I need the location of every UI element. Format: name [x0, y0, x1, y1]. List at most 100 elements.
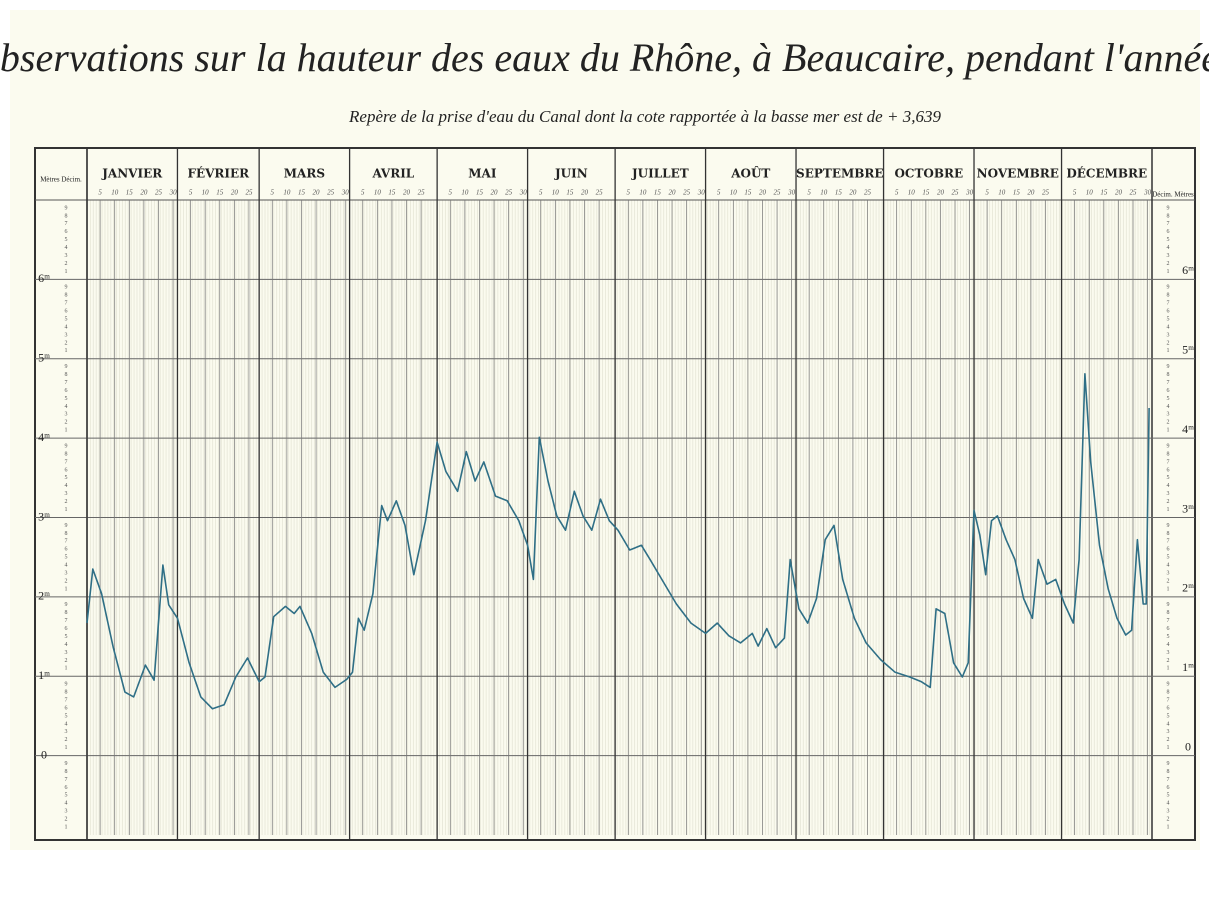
- decimetre-label: 5: [65, 475, 68, 481]
- decimetre-label: 3: [65, 570, 68, 576]
- decimetre-label-right: 7: [1167, 777, 1170, 783]
- decimetre-label-right: 1: [1167, 428, 1170, 434]
- decimetre-label-right: 8: [1167, 451, 1170, 457]
- decimetre-label: 7: [65, 221, 68, 227]
- decimetre-label: 3: [65, 491, 68, 497]
- decimetre-label: 3: [65, 412, 68, 418]
- month-label: JUILLET: [631, 167, 689, 181]
- decimetre-label: 4: [65, 483, 68, 489]
- decimetre-label-right: 4: [1167, 721, 1170, 727]
- y-tick-label: 0: [41, 747, 47, 761]
- day-label: 15: [835, 189, 843, 197]
- day-label: 15: [922, 189, 930, 197]
- decimetre-label-right: 3: [1167, 253, 1170, 259]
- decimetre-label-right: 3: [1167, 809, 1170, 815]
- day-label: 10: [1086, 189, 1094, 197]
- day-label: 10: [111, 189, 119, 197]
- left-header: Mètres Décim.: [40, 176, 82, 184]
- decimetre-label-right: 1: [1167, 824, 1170, 830]
- day-label: 5: [807, 189, 811, 197]
- decimetre-label: 2: [65, 737, 68, 743]
- decimetre-label: 8: [65, 690, 68, 696]
- day-label: 25: [418, 189, 426, 197]
- decimetre-label-right: 4: [1167, 404, 1170, 410]
- y-tick-label-right: 3ᵐ: [1182, 501, 1194, 515]
- day-label: 25: [327, 189, 335, 197]
- decimetre-label: 9: [65, 443, 68, 449]
- day-label: 15: [216, 189, 224, 197]
- decimetre-label: 4: [65, 563, 68, 569]
- day-label: 20: [1115, 189, 1123, 197]
- day-label: 10: [639, 189, 647, 197]
- decimetre-label: 8: [65, 213, 68, 219]
- decimetre-label-right: 8: [1167, 610, 1170, 616]
- day-label: 15: [126, 189, 134, 197]
- decimetre-label-right: 9: [1167, 443, 1170, 449]
- day-label: 15: [654, 189, 662, 197]
- day-label: 25: [155, 189, 163, 197]
- decimetre-label-right: 3: [1167, 729, 1170, 735]
- decimetre-label-right: 8: [1167, 769, 1170, 775]
- decimetre-label-right: 8: [1167, 213, 1170, 219]
- y-tick-label-right: 1ᵐ: [1182, 660, 1194, 674]
- day-label: 25: [1042, 189, 1050, 197]
- decimetre-label: 9: [65, 761, 68, 767]
- day-label: 25: [683, 189, 691, 197]
- decimetre-label-right: 7: [1167, 221, 1170, 227]
- month-label: JANVIER: [101, 167, 163, 181]
- decimetre-label-right: 6: [1167, 388, 1170, 394]
- decimetre-label-right: 6: [1167, 467, 1170, 473]
- decimetre-label-right: 5: [1167, 793, 1170, 799]
- decimetre-label: 8: [65, 531, 68, 537]
- decimetre-label-right: 9: [1167, 205, 1170, 211]
- decimetre-label: 9: [65, 285, 68, 291]
- day-label: 5: [189, 189, 193, 197]
- decimetre-label-right: 8: [1167, 690, 1170, 696]
- day-label: 15: [566, 189, 574, 197]
- decimetre-label: 1: [65, 348, 68, 354]
- decimetre-label-right: 9: [1167, 761, 1170, 767]
- day-label: 10: [998, 189, 1006, 197]
- day-label: 5: [449, 189, 453, 197]
- decimetre-label-right: 9: [1167, 285, 1170, 291]
- decimetre-label: 6: [65, 626, 68, 632]
- decimetre-label: 7: [65, 380, 68, 386]
- day-label: 5: [98, 189, 102, 197]
- y-tick-label-right: 2ᵐ: [1182, 581, 1194, 595]
- day-label: 30: [341, 189, 350, 197]
- decimetre-label-right: 2: [1167, 737, 1170, 743]
- day-label: 20: [403, 189, 411, 197]
- y-tick-label-right: 6ᵐ: [1182, 263, 1194, 277]
- day-label: 5: [627, 189, 631, 197]
- decimetre-label: 1: [65, 666, 68, 672]
- decimetre-label-right: 8: [1167, 372, 1170, 378]
- decimetre-label-right: 4: [1167, 801, 1170, 807]
- decimetre-label-right: 5: [1167, 634, 1170, 640]
- day-label: 20: [669, 189, 677, 197]
- day-label: 10: [283, 189, 291, 197]
- right-header: Décim. Mètres: [1152, 191, 1194, 199]
- month-label: SEPTEMBRE: [796, 167, 883, 181]
- decimetre-label-right: 2: [1167, 499, 1170, 505]
- day-label: 5: [361, 189, 365, 197]
- decimetre-label: 5: [65, 634, 68, 640]
- decimetre-label-right: 1: [1167, 269, 1170, 275]
- y-tick-label: 5ᵐ: [38, 351, 50, 365]
- decimetre-label: 3: [65, 809, 68, 815]
- decimetre-label-right: 6: [1167, 309, 1170, 315]
- day-label: 25: [774, 189, 782, 197]
- decimetre-label-right: 3: [1167, 332, 1170, 338]
- day-label: 20: [1027, 189, 1035, 197]
- day-label: 25: [596, 189, 604, 197]
- decimetre-label-right: 4: [1167, 563, 1170, 569]
- decimetre-label: 8: [65, 372, 68, 378]
- decimetre-label-right: 1: [1167, 745, 1170, 751]
- decimetre-label: 2: [65, 420, 68, 426]
- decimetre-label: 6: [65, 467, 68, 473]
- day-label: 10: [461, 189, 469, 197]
- decimetre-label: 7: [65, 777, 68, 783]
- decimetre-label: 6: [65, 547, 68, 553]
- day-label: 20: [140, 189, 148, 197]
- decimetre-label: 4: [65, 642, 68, 648]
- day-label: 30: [787, 189, 796, 197]
